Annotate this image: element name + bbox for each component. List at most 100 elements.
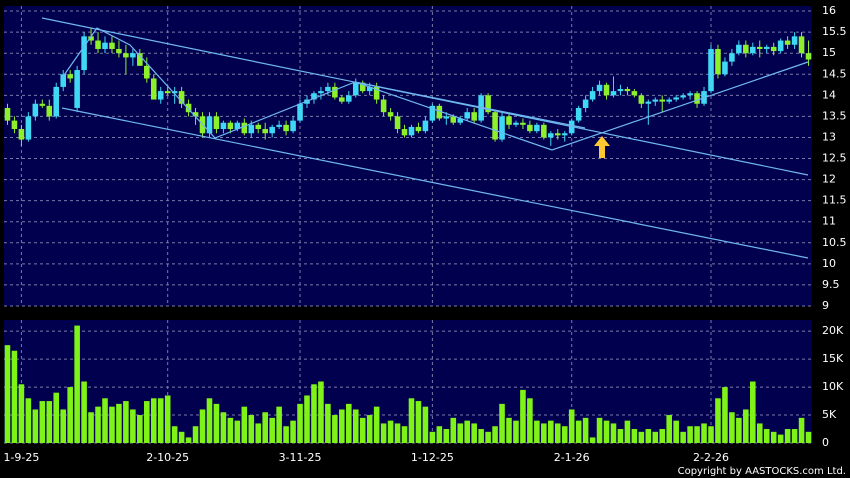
candle-body [659, 99, 666, 102]
candle-body [325, 86, 331, 92]
candle-body [137, 53, 143, 66]
candle-body [450, 116, 457, 123]
volume-bar [534, 420, 540, 443]
candle-body [4, 107, 11, 121]
candle-body [220, 122, 227, 130]
channel-lower [61, 107, 809, 259]
candle-body [763, 46, 770, 49]
volume-bar [144, 401, 150, 443]
candle-body [227, 122, 234, 130]
candle-body [784, 40, 791, 45]
volume-bar [471, 423, 477, 443]
volume-bar [548, 420, 554, 443]
zigzag [61, 27, 809, 151]
candle-body [575, 107, 582, 121]
y2-tick-label: 20K [822, 324, 844, 337]
candle-body [206, 116, 213, 134]
candle-body [520, 122, 526, 125]
candle-body [234, 122, 241, 130]
volume-bar [137, 415, 143, 443]
volume-bar [130, 409, 136, 443]
y-tick-label: 15.5 [822, 25, 847, 38]
volume-bar [568, 409, 575, 443]
y2-tick-label: 0 [822, 436, 829, 449]
candle-body [443, 116, 450, 119]
candle-body [339, 97, 345, 102]
candle-body [185, 103, 192, 113]
volume-bar [589, 437, 596, 443]
candle-body [610, 91, 617, 96]
candle-body [116, 48, 122, 54]
volume-bar [429, 431, 436, 443]
candle-body [791, 36, 798, 45]
candle-body [548, 133, 554, 138]
candle-body [67, 74, 73, 79]
volume-bar [304, 395, 310, 443]
volume-bar [109, 406, 115, 443]
volume-bar [436, 426, 443, 443]
candle-body [736, 44, 742, 54]
volume-bar [346, 403, 352, 443]
volume-bar [359, 417, 366, 443]
candle-body [457, 118, 464, 123]
trend-line [354, 81, 586, 129]
volume-bar [527, 398, 533, 443]
volume-bar [248, 415, 255, 443]
volume-bar [311, 384, 317, 443]
volume-bar [666, 415, 672, 443]
grid [4, 6, 812, 444]
candle-body [81, 36, 87, 71]
candle-body [603, 84, 610, 96]
candle-body [276, 124, 282, 127]
candle-body [248, 124, 255, 134]
volume-bar [213, 403, 220, 443]
volume-bar [659, 429, 666, 443]
candle-body [673, 97, 679, 100]
volume-bar [380, 423, 387, 443]
candle-body [541, 124, 547, 138]
volume-bar [11, 350, 18, 443]
candle-body [178, 91, 185, 104]
candle-body [157, 91, 164, 100]
candle-body [422, 120, 429, 132]
candle-body [366, 86, 373, 92]
volume-bar [74, 325, 80, 443]
candle-body [53, 86, 60, 117]
candle-body [770, 46, 777, 52]
volume-bar [756, 423, 763, 443]
volume-bar [25, 398, 32, 443]
y-tick-label: 16 [822, 4, 836, 17]
volume-bar [241, 406, 248, 443]
candle-body [394, 116, 401, 130]
y-tick-label: 15 [822, 46, 836, 59]
volume-bar [220, 412, 227, 443]
candle-body [513, 122, 519, 125]
volume-bar [708, 426, 714, 443]
candle-body [645, 101, 652, 104]
candle-body [241, 122, 248, 134]
candle-body [527, 124, 533, 132]
volume-bar [60, 409, 66, 443]
volume-bar [554, 423, 561, 443]
x-tick-label: 3-11-25 [279, 451, 322, 464]
volume-bar [415, 401, 422, 443]
candle-body [346, 95, 352, 102]
candle-body [429, 105, 436, 121]
candle-body [95, 40, 101, 49]
volume-bar [150, 398, 157, 443]
candle-body [506, 116, 512, 125]
candle-body [554, 133, 561, 136]
volume-bar [123, 401, 129, 443]
volume-bar [694, 426, 700, 443]
candle-body [164, 91, 171, 94]
volume-bar [729, 412, 735, 443]
candle-body [359, 82, 366, 92]
candle-body [102, 42, 108, 49]
candle-body [596, 84, 603, 92]
candle-body [638, 95, 645, 104]
candle-body [694, 93, 700, 104]
candle-body [373, 86, 380, 100]
volume-bar [401, 426, 408, 443]
volume-bar [408, 398, 415, 443]
volume-bar [178, 431, 185, 443]
